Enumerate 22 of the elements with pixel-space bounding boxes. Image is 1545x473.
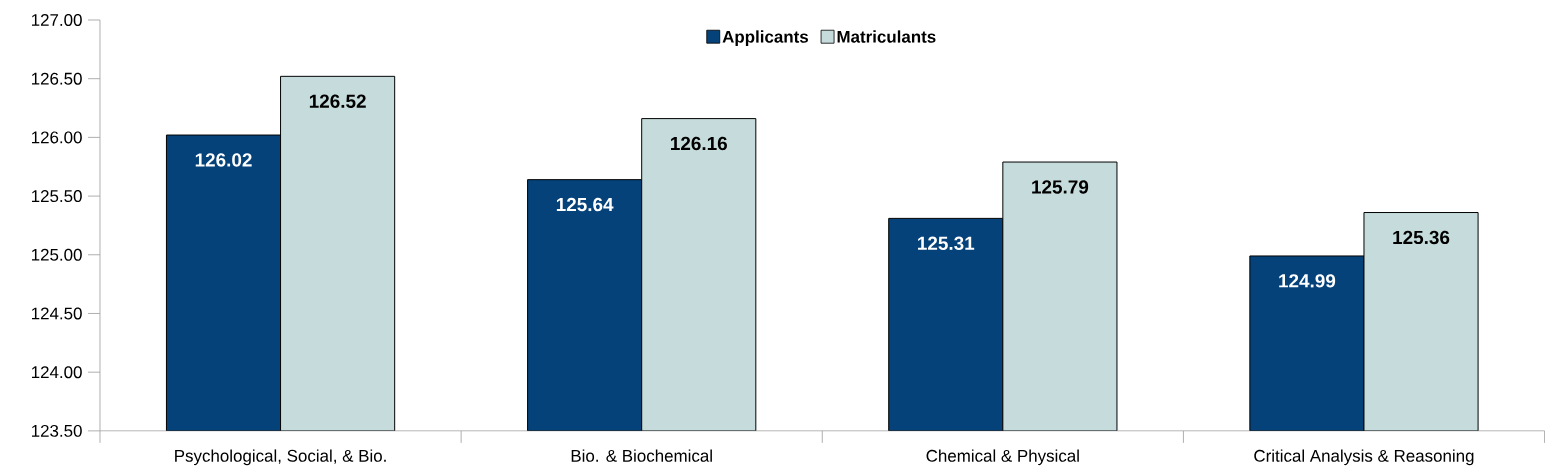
y-tick-label: 125.00 — [31, 248, 82, 261]
data-label: 125.31 — [918, 236, 975, 251]
data-label: 124.99 — [1279, 274, 1336, 288]
y-tick-label: 125.50 — [31, 190, 82, 203]
data-label: 125.79 — [1032, 180, 1089, 194]
y-tick-label: 126.00 — [31, 131, 82, 144]
x-tick-label: Chemical & Physical — [926, 449, 1079, 466]
data-label: 126.16 — [671, 136, 728, 151]
x-tick-label: Critical Analysis & Reasoning — [1254, 449, 1474, 466]
data-label: 125.36 — [1393, 230, 1450, 245]
data-label: 126.52 — [309, 94, 366, 108]
x-tick-label: Bio. & Biochemical — [571, 449, 712, 462]
y-tick-label: 126.50 — [31, 72, 82, 85]
legend-label: Matriculants — [837, 30, 936, 43]
data-label: 126.02 — [195, 153, 252, 167]
x-tick-label: Psychological, Social, & Bio. — [175, 449, 386, 466]
y-tick-label: 124.00 — [31, 366, 82, 379]
legend-label: Applicants — [722, 30, 808, 47]
y-tick-label: 123.50 — [31, 424, 82, 437]
y-tick-label: 124.50 — [31, 307, 82, 320]
y-tick-label: 127.00 — [31, 14, 82, 27]
data-label: 125.64 — [556, 197, 614, 212]
